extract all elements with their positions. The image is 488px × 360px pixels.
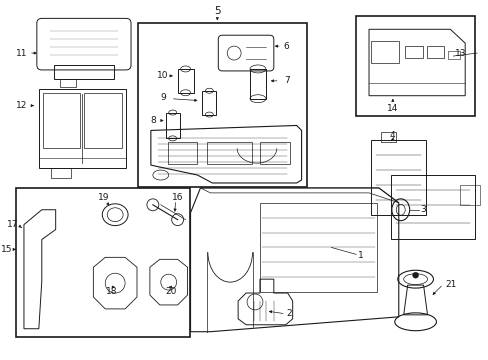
Bar	[370, 41, 398, 63]
Text: 19: 19	[97, 193, 109, 202]
Bar	[459, 185, 479, 205]
Bar	[370, 140, 425, 215]
Bar	[380, 132, 395, 142]
Bar	[390, 175, 474, 239]
Bar	[260, 203, 376, 292]
Circle shape	[412, 272, 418, 278]
Text: 10: 10	[157, 71, 168, 80]
Text: 6: 6	[283, 42, 289, 51]
Text: 5: 5	[214, 6, 220, 17]
Bar	[426, 46, 444, 58]
Bar	[202, 91, 216, 114]
Text: 7: 7	[283, 76, 289, 85]
Bar	[138, 23, 306, 187]
Bar	[177, 69, 193, 93]
Text: 21: 21	[445, 280, 456, 289]
Bar	[51, 168, 70, 178]
Text: 17: 17	[6, 220, 18, 229]
Bar	[39, 89, 126, 168]
Text: 16: 16	[172, 193, 183, 202]
Bar	[60, 79, 75, 87]
Text: 1: 1	[357, 251, 363, 260]
Bar	[355, 17, 474, 116]
Text: 13: 13	[454, 49, 466, 58]
Bar	[43, 93, 81, 148]
Bar	[167, 142, 197, 164]
Bar	[165, 113, 179, 138]
Text: 14: 14	[386, 104, 398, 113]
Bar	[84, 93, 122, 148]
Text: 20: 20	[164, 287, 176, 296]
Text: 4: 4	[389, 131, 395, 140]
Bar	[447, 51, 459, 59]
Text: 9: 9	[160, 93, 165, 102]
Bar	[404, 46, 422, 58]
Bar	[207, 142, 251, 164]
Text: 2: 2	[286, 309, 292, 318]
Bar	[260, 142, 289, 164]
Bar	[249, 69, 265, 99]
Text: 12: 12	[16, 101, 28, 110]
Bar	[16, 188, 189, 337]
Text: 3: 3	[420, 205, 426, 214]
Text: 8: 8	[150, 116, 155, 125]
Text: 18: 18	[105, 287, 117, 296]
Text: 15: 15	[0, 245, 12, 254]
Text: 11: 11	[16, 49, 28, 58]
Bar	[54, 65, 114, 79]
